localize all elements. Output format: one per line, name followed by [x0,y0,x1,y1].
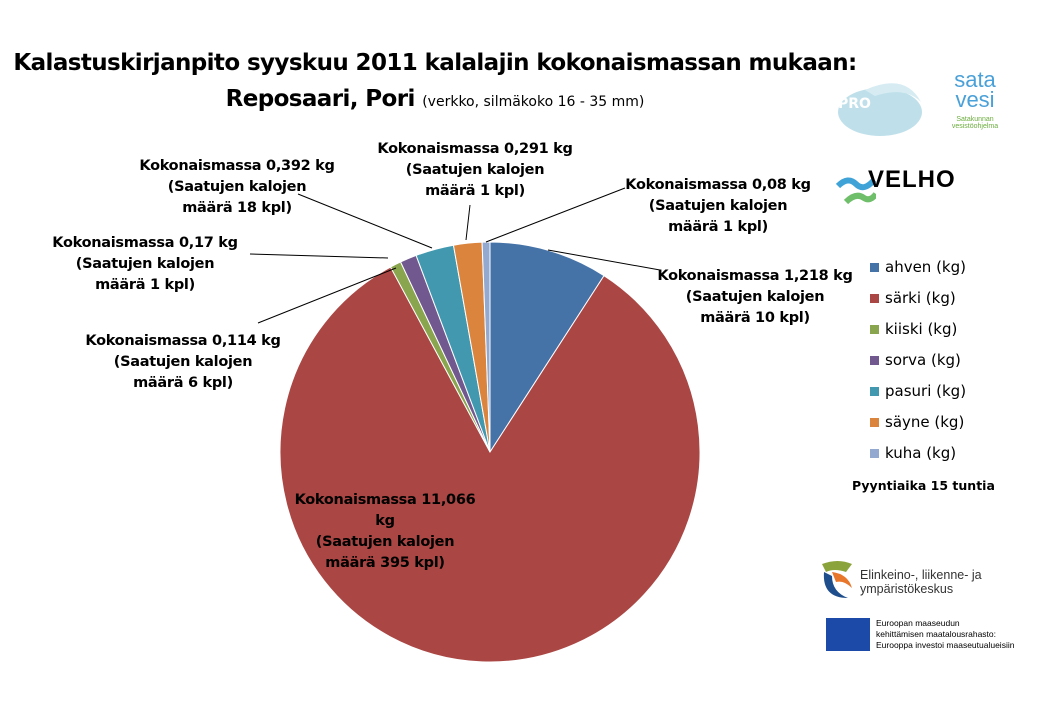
legend-label: kiiski (kg) [885,320,958,338]
leader-line-sayne [465,204,471,241]
ely-logo: Elinkeino-, liikenne- ja ympäristökeskus [818,558,1018,603]
data-label-sayne: Kokonaismassa 0,291 kg (Saatujen kalojen m… [377,141,573,199]
legend-item: särki (kg) [870,289,956,307]
legend-label: sorva (kg) [885,351,961,369]
eu-maaseutu-logo: Euroopan maaseudun kehittämisen maatalous… [826,618,1016,654]
legend-swatch [870,293,879,303]
fishing-time-note: Pyyntiaika 15 tuntia [852,478,995,493]
satavesi-logo: sata vesi Satakunnan vesistöohjelma [951,67,999,131]
legend-swatch [870,262,879,272]
chart-subtitle: Reposaari, Pori (verkko, silmäkoko 16 - … [0,86,870,112]
legend-item: kiiski (kg) [870,320,957,338]
svg-text:PRO: PRO [838,96,871,112]
data-label-kiiski: Kokonaismassa 0,114 kg (Saatujen kalojen m… [85,333,281,391]
legend-label: särki (kg) [885,289,956,307]
legend-item: pasuri (kg) [870,382,966,400]
data-label-sorva: Kokonaismassa 0,17 kg (Saatujen kalojen mä… [52,235,238,293]
legend-item: säyne (kg) [870,413,964,431]
subtitle-note: (verkko, silmäkoko 16 - 35 mm) [422,94,645,110]
legend-swatch [870,448,879,458]
leader-line-kiiski [257,267,397,324]
legend-label: säyne (kg) [885,413,965,431]
legend-label: pasuri (kg) [885,382,967,400]
pro-saaristomeri-logo: PRO [835,72,925,137]
leader-line-ahven [547,249,661,271]
legend-item: ahven (kg) [870,258,966,276]
legend-label: ahven (kg) [885,258,966,276]
legend-label: kuha (kg) [885,444,957,462]
legend-swatch [870,324,879,334]
pie-slice-särki [279,266,701,663]
data-label-kuha: Kokonaismassa 0,08 kg (Saatujen kalojen mä… [625,177,811,235]
leader-line-kuha [485,187,626,243]
data-label-sarki: Kokonaismassa 11,066 kg (Saatujen kalojen m… [294,492,476,571]
eu-flag-icon [826,618,870,651]
leader-line-sorva [249,253,389,259]
legend-item: sorva (kg) [870,351,961,369]
velho-logo: VELHO [836,166,1016,213]
subtitle-place: Reposaari, Pori [225,86,416,112]
legend-swatch [870,355,879,365]
legend-swatch [870,417,879,427]
chart-title: Kalastuskirjanpito syyskuu 2011 kalalaji… [13,50,857,76]
legend-item: kuha (kg) [870,444,956,462]
data-label-ahven: Kokonaismassa 1,218 kg (Saatujen kalojen m… [657,268,853,326]
legend-swatch [870,386,879,396]
data-label-pasuri: Kokonaismassa 0,392 kg (Saatujen kalojen m… [139,158,335,216]
leader-line-pasuri [297,193,433,249]
